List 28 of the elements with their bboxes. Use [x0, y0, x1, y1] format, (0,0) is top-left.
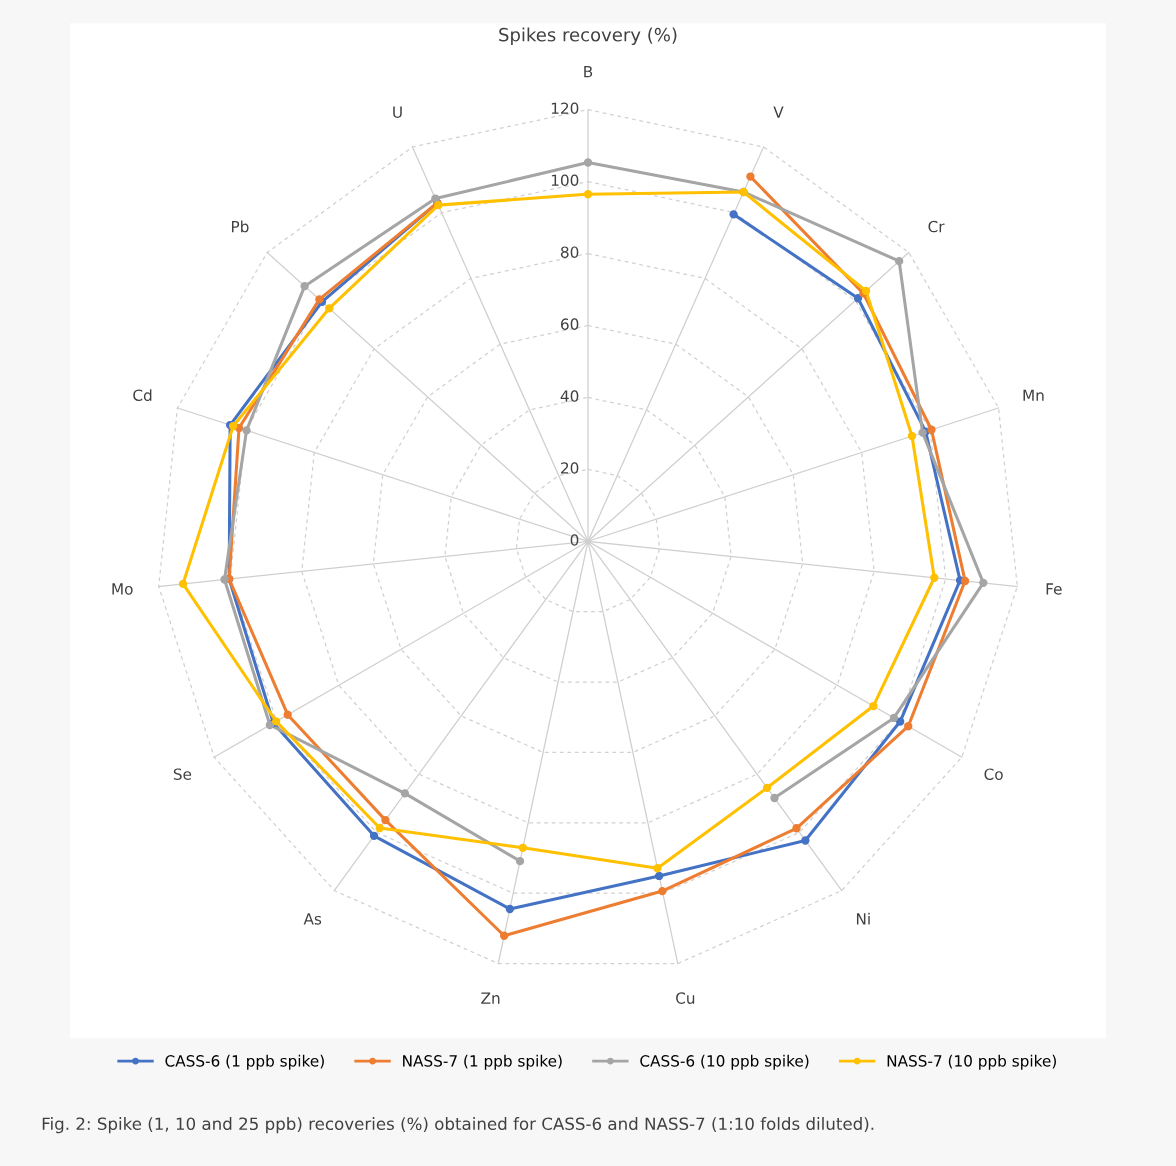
- spoke-label: Fe: [1046, 583, 1062, 595]
- legend-label: NASS-7 (10 ppb spike): [887, 1054, 1056, 1070]
- spoke-label: Se: [173, 768, 192, 780]
- spoke-label: As: [303, 913, 322, 925]
- spoke-label: Pb: [231, 220, 249, 233]
- spoke-label: U: [393, 106, 402, 118]
- y-tick-label: 100: [551, 174, 579, 187]
- legend-label: CASS-6 (10 ppb spike): [640, 1054, 809, 1070]
- y-tick-label: 40: [560, 390, 579, 402]
- y-tick-label: 120: [551, 102, 579, 115]
- spoke-label: Mo: [112, 583, 133, 595]
- chart-title: Spikes recovery (%): [499, 27, 677, 46]
- spoke-label: Mn: [1023, 389, 1044, 401]
- spoke-label: Cr: [928, 220, 945, 233]
- spoke-label: Cu: [676, 992, 695, 1004]
- spoke-label: V: [773, 106, 784, 118]
- y-tick-label: 0: [570, 534, 579, 546]
- spoke-label: Co: [984, 768, 1003, 780]
- y-tick-label: 20: [561, 462, 579, 474]
- spoke-label: Cd: [133, 389, 152, 402]
- spoke-label: Zn: [481, 992, 500, 1004]
- y-tick-label: 60: [560, 318, 579, 330]
- legend-label: CASS-6 (1 ppb spike): [165, 1054, 324, 1070]
- y-tick-label: 80: [560, 246, 579, 258]
- spoke-label: B: [584, 66, 593, 78]
- caption: Fig. 2: Spike (1, 10 and 25 ppb) recoveries (%) obtained for CASS-6 and NASS-7 (1:10 folds diluted).: [42, 1117, 874, 1134]
- spoke-label: Ni: [856, 912, 870, 925]
- legend-label: NASS-7 (1 ppb spike): [403, 1054, 562, 1070]
